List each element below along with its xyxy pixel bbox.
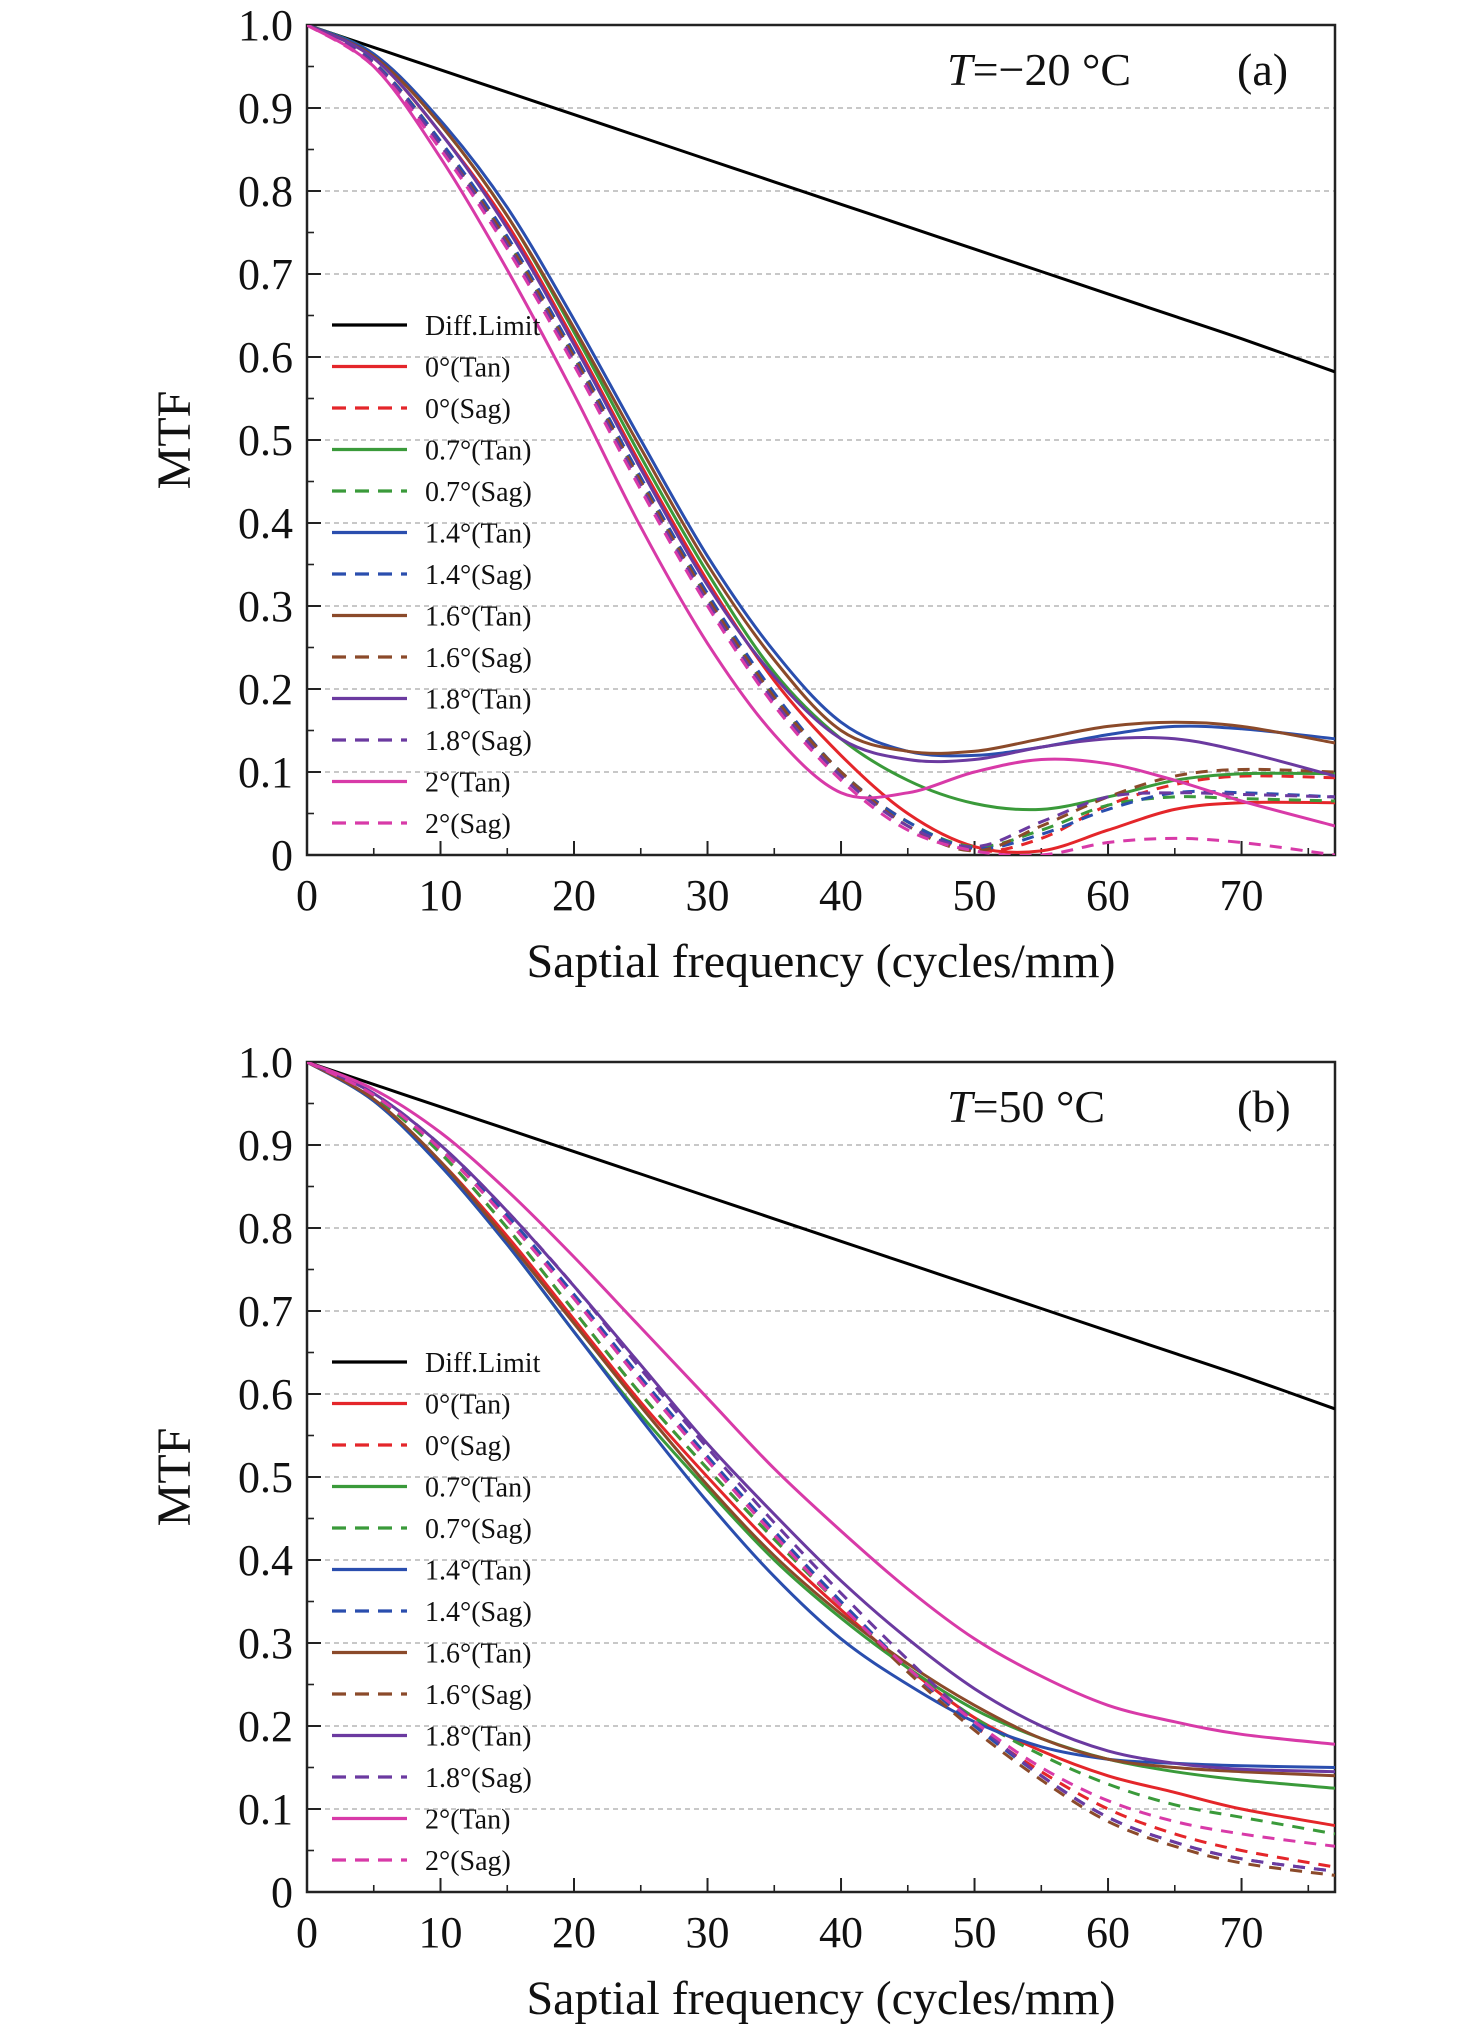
legend-label: Diff.Limit (425, 311, 541, 342)
y-tick-label: 0.2 (238, 1702, 293, 1751)
x-tick-label: 10 (419, 1908, 463, 1957)
legend-label: 0.7°(Sag) (425, 1514, 532, 1545)
y-tick-label: 0.5 (238, 416, 293, 465)
y-tick-label: 0 (271, 831, 293, 880)
panel-label: (b) (1237, 1081, 1291, 1132)
y-tick-label: 0.2 (238, 665, 293, 714)
legend-label: 1.4°(Tan) (425, 1556, 531, 1587)
legend-label: 0°(Sag) (425, 394, 511, 425)
panel-a: 0 0.1 0.2 0.3 0.4 0.5 0.6 0.7 0.8 0.9 1.0 0 10 20 30 40… (148, 1, 1337, 988)
x-tick-label: 30 (686, 871, 730, 920)
y-tick-label: 0.8 (238, 167, 293, 216)
y-tick-label: 1.0 (238, 1038, 293, 1087)
legend-label: 1.8°(Sag) (425, 726, 532, 757)
x-tick-label: 30 (686, 1908, 730, 1957)
x-tick-label: 60 (1086, 871, 1130, 920)
series-line (307, 25, 1335, 849)
x-tick-label: 50 (953, 871, 997, 920)
y-tick-label: 0.1 (238, 748, 293, 797)
y-axis-title: MTF (148, 391, 201, 490)
y-tick-label: 0.8 (238, 1204, 293, 1253)
y-tick-label: 0.1 (238, 1785, 293, 1834)
legend-label: 2°(Tan) (425, 768, 510, 799)
x-tick-label: 20 (552, 1908, 596, 1957)
y-tick-label: 0.4 (238, 499, 293, 548)
series-line (307, 25, 1335, 778)
legend-label: 1.4°(Sag) (425, 1597, 532, 1628)
series-line (307, 25, 1335, 851)
series-line (307, 1062, 1335, 1778)
y-tick-label: 0.5 (238, 1453, 293, 1502)
y-tick-label: 0.6 (238, 1370, 293, 1419)
x-tick-label: 10 (419, 871, 463, 920)
y-tick-label: 0.7 (238, 1287, 293, 1336)
y-tick-label: 0.9 (238, 1121, 293, 1170)
series-line (307, 1062, 1335, 1873)
legend-label: 2°(Sag) (425, 809, 511, 840)
series-line (307, 1062, 1335, 1769)
legend-label: 0°(Sag) (425, 1431, 511, 1462)
x-axis-title: Saptial frequency (cycles/mm) (526, 1972, 1115, 2025)
series-line (307, 1062, 1335, 1848)
y-tick-label: 0.3 (238, 582, 293, 631)
legend-label: 0.7°(Tan) (425, 436, 531, 467)
x-tick-label: 70 (1220, 1908, 1264, 1957)
temperature-annotation: T=50 °C (947, 1081, 1105, 1132)
legend-label: 0.7°(Sag) (425, 477, 532, 508)
y-tick-label: 1.0 (238, 1, 293, 50)
x-tick-label: 40 (819, 871, 863, 920)
legend-label: 1.6°(Sag) (425, 1680, 532, 1711)
temperature-annotation: T=−20 °C (947, 44, 1131, 95)
y-tick-label: 0.3 (238, 1619, 293, 1668)
y-tick-label: 0.9 (238, 84, 293, 133)
series-line (307, 25, 1335, 755)
legend-label: Diff.Limit (425, 1348, 541, 1379)
panel-label: (a) (1237, 44, 1288, 95)
legend-label: 2°(Sag) (425, 1846, 511, 1877)
series-line (307, 1062, 1335, 1836)
legend-label: 0.7°(Tan) (425, 1473, 531, 1504)
series-line (307, 25, 1335, 855)
panel-b: 0 0.1 0.2 0.3 0.4 0.5 0.6 0.7 0.8 0.9 1.0 0 10 20 30 40… (148, 1038, 1337, 2025)
series-line (307, 25, 1335, 828)
series-line (307, 25, 1335, 374)
annotation-variable: T (947, 1081, 976, 1132)
legend-label: 1.8°(Tan) (425, 1722, 531, 1753)
x-tick-label: 40 (819, 1908, 863, 1957)
legend-label: 0°(Tan) (425, 1390, 510, 1421)
series-line (307, 25, 1335, 758)
annotation-variable: T (947, 44, 976, 95)
y-tick-label: 0.6 (238, 333, 293, 382)
x-axis-title: Saptial frequency (cycles/mm) (526, 935, 1115, 988)
x-tick-label: 70 (1220, 871, 1264, 920)
legend-label: 2°(Tan) (425, 1805, 510, 1836)
x-tick-label: 0 (296, 871, 318, 920)
legend-label: 1.4°(Tan) (425, 519, 531, 550)
legend-label: 1.4°(Sag) (425, 560, 532, 591)
y-tick-label: 0.4 (238, 1536, 293, 1585)
legend-label: 1.6°(Tan) (425, 1639, 531, 1670)
legend-label: 1.6°(Tan) (425, 602, 531, 633)
annotation-value: =−20 °C (973, 44, 1131, 95)
legend-label: 1.8°(Sag) (425, 1763, 532, 1794)
annotation-value: =50 °C (973, 1081, 1106, 1132)
series-line (307, 1062, 1335, 1746)
x-tick-label: 0 (296, 1908, 318, 1957)
x-tick-label: 50 (953, 1908, 997, 1957)
y-axis-title: MTF (148, 1428, 201, 1527)
x-tick-label: 60 (1086, 1908, 1130, 1957)
legend-label: 0°(Tan) (425, 353, 510, 384)
series-line (307, 1062, 1335, 1411)
legend-label: 1.6°(Sag) (425, 643, 532, 674)
x-tick-label: 20 (552, 871, 596, 920)
y-tick-label: 0.7 (238, 250, 293, 299)
y-tick-label: 0 (271, 1868, 293, 1917)
legend-label: 1.8°(Tan) (425, 685, 531, 716)
